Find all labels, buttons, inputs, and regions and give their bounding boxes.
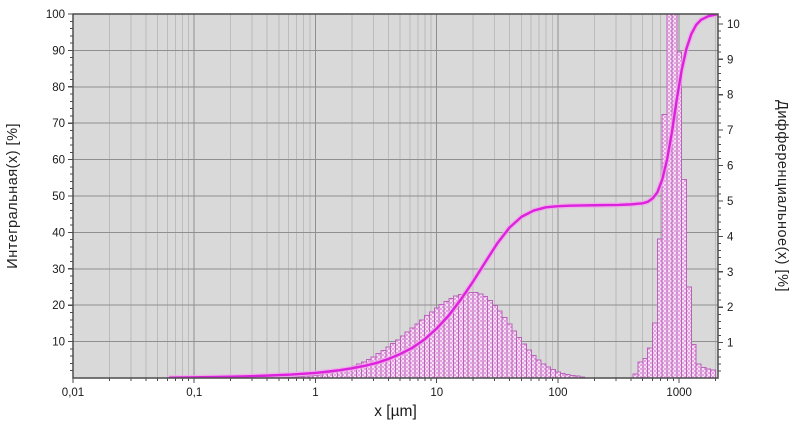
gridlines: [73, 14, 718, 378]
x-tick-label: 10: [430, 387, 443, 399]
right-tick-label: 6: [727, 161, 733, 173]
histogram-bar: [521, 343, 527, 378]
histogram-bars: [264, 14, 717, 378]
histogram-bar: [540, 363, 547, 378]
histogram-bar: [647, 347, 654, 378]
histogram-bar: [419, 319, 426, 378]
right-tick-label: 8: [727, 90, 733, 102]
axis-ticks: [68, 13, 723, 383]
histogram-bar: [656, 238, 663, 378]
histogram-bar: [390, 343, 396, 378]
x-axis-title: x [µm]: [374, 403, 417, 420]
histogram-bar: [501, 316, 508, 378]
histogram-bar: [705, 368, 712, 378]
histogram-bar: [506, 323, 513, 378]
histogram-bar: [555, 371, 561, 378]
histogram-bar: [516, 337, 523, 378]
histogram-bar: [487, 299, 493, 378]
left-tick-label: 100: [46, 9, 65, 21]
left-tick-label: 70: [52, 118, 65, 130]
right-axis-title-wrap: Дифференциальное(x) [%]: [770, 14, 794, 378]
x-tick-label: 0,1: [186, 387, 202, 399]
histogram-bar: [671, 14, 678, 378]
right-tick-label: 7: [727, 125, 733, 137]
histogram-bar: [496, 310, 503, 378]
histogram-bar: [462, 292, 469, 378]
right-tick-label: 3: [727, 267, 733, 279]
histogram-bar: [491, 304, 498, 378]
right-axis-title: Дифференциальное(x) [%]: [774, 100, 790, 292]
histogram-bar: [375, 353, 382, 378]
histogram-bar: [370, 356, 377, 378]
histogram-bar: [642, 358, 649, 378]
histogram-bar: [477, 293, 484, 378]
histogram-bar: [695, 363, 702, 378]
right-tick-label: 5: [727, 196, 733, 208]
histogram-bar: [545, 366, 552, 378]
histogram-bar: [666, 14, 673, 378]
left-tick-label: 30: [52, 264, 65, 276]
histogram-bar: [535, 359, 542, 378]
histogram-bar: [458, 293, 464, 378]
histogram-bar: [467, 291, 474, 378]
histogram-bar: [511, 330, 518, 378]
histogram-bar: [424, 315, 430, 378]
left-tick-label: 40: [52, 227, 65, 239]
histogram-bar: [637, 361, 644, 378]
cumulative-curve: [167, 14, 718, 378]
histogram-bar: [710, 369, 717, 378]
left-tick-label: 20: [52, 300, 65, 312]
x-tick-label: 0,01: [62, 387, 84, 399]
histogram-bar: [681, 179, 687, 378]
left-tick-label: 90: [52, 45, 65, 57]
histogram-bar: [472, 292, 479, 378]
histogram-bar: [428, 311, 435, 378]
x-tick-label: 1: [312, 387, 318, 399]
histogram-bar: [482, 296, 489, 378]
right-tick-label: 2: [727, 302, 733, 314]
right-tick-label: 4: [727, 231, 734, 243]
histogram-bar: [409, 327, 416, 378]
histogram-bar: [385, 346, 392, 378]
histogram-bar: [404, 331, 411, 378]
histogram-bar: [399, 335, 406, 378]
histogram-bar: [438, 304, 445, 378]
right-tick-label: 10: [727, 19, 740, 31]
left-tick-label: 80: [52, 82, 65, 94]
histogram-bar: [433, 307, 440, 378]
histogram-bar: [414, 323, 421, 378]
histogram-bar: [690, 343, 697, 378]
right-tick-label: 1: [727, 338, 733, 350]
axis-tick-labels: 0,01 0,1 1 10 100 1000 10 20 30 40 50 60 70 80 90 100 1 2…: [46, 9, 740, 399]
histogram-bar: [525, 349, 532, 378]
histogram-bar: [700, 366, 707, 378]
histogram-bar: [394, 339, 401, 378]
x-tick-label: 1000: [666, 387, 692, 399]
left-tick-label: 50: [52, 191, 65, 203]
left-tick-label: 60: [52, 155, 65, 167]
histogram-bar: [550, 369, 557, 378]
right-tick-label: 9: [727, 54, 733, 66]
left-tick-label: 10: [52, 337, 65, 349]
histogram-bar: [685, 286, 692, 378]
histogram-bar: [652, 322, 658, 378]
x-tick-label: 100: [548, 387, 567, 399]
histogram-bar: [380, 350, 387, 378]
histogram-bar: [530, 354, 537, 378]
